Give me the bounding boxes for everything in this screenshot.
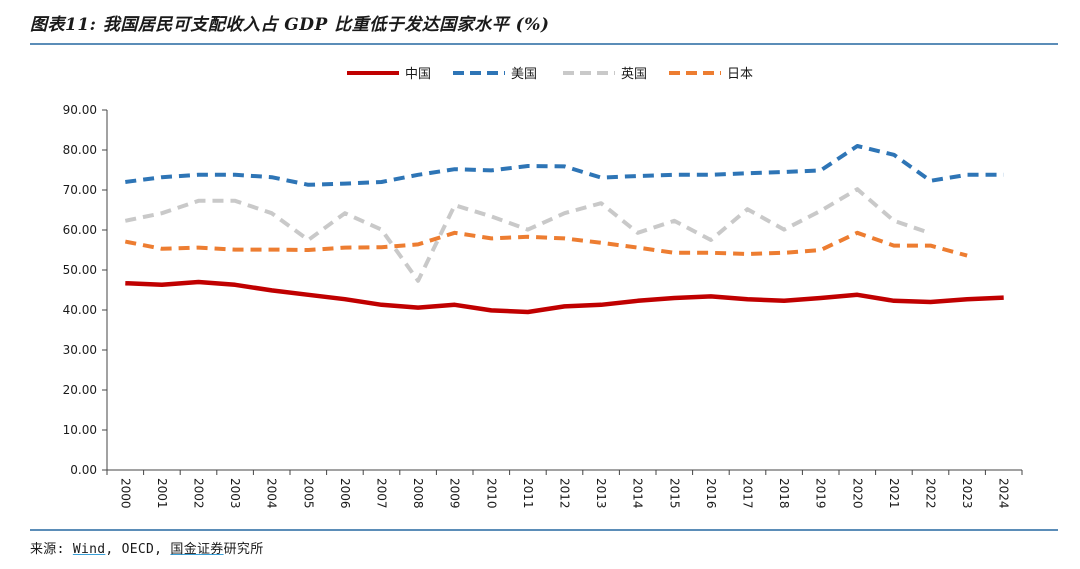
source-prefix: 来源: <box>30 542 73 557</box>
series-line-2 <box>124 187 932 283</box>
legend-label-3: 日本 <box>727 67 753 82</box>
series-line-1 <box>125 144 1004 187</box>
y-tick-label: 20.00 <box>63 383 97 397</box>
title-divider <box>30 43 1058 45</box>
x-tick-label: 2016 <box>704 478 718 509</box>
x-tick-label: 2004 <box>265 478 279 509</box>
y-tick-label: 90.00 <box>63 103 97 117</box>
x-tick-label: 2010 <box>484 478 498 509</box>
x-tick-label: 2008 <box>411 478 425 509</box>
x-tick-label: 2015 <box>667 478 681 509</box>
x-tick-label: 2000 <box>118 478 132 509</box>
x-tick-label: 2023 <box>960 478 974 509</box>
source-suffix: 研究所 <box>223 542 264 557</box>
legend-label-2: 英国 <box>621 67 647 82</box>
chart-axes: 0.00 10.00 20.00 30.00 40.00 50.00 60.00 70.00 8… <box>63 103 1023 509</box>
x-tick-label: 2017 <box>741 478 755 509</box>
series-line-3 <box>124 230 968 258</box>
x-tick-label: 2024 <box>997 478 1011 509</box>
x-tick-label: 2005 <box>301 478 315 509</box>
legend-label-1: 美国 <box>511 67 537 82</box>
y-tick-label: 50.00 <box>63 263 97 277</box>
x-tick-label: 2012 <box>558 478 572 509</box>
x-tick-label: 2003 <box>228 478 242 509</box>
x-tick-label: 2019 <box>814 478 828 509</box>
x-tick-label: 2020 <box>850 478 864 509</box>
chart-plot-area <box>124 144 1004 315</box>
x-tick-label: 2021 <box>887 478 901 509</box>
source-middle: , OECD, <box>105 542 171 557</box>
source-note: 来源: Wind, OECD, 国金证券研究所 <box>30 538 264 557</box>
line-chart: 中国 美国 英国 日本 0.00 10.00 20.00 30.00 40.00 50.00 60… <box>63 67 1023 509</box>
y-tick-label: 40.00 <box>63 303 97 317</box>
x-tick-label: 2013 <box>594 478 608 509</box>
x-tick-label: 2001 <box>155 478 169 509</box>
y-tick-label: 30.00 <box>63 343 97 357</box>
source-org: 国金证券 <box>170 542 224 557</box>
x-tick-label: 2011 <box>521 478 535 509</box>
x-tick-label: 2014 <box>631 478 645 509</box>
chart-legend: 中国 美国 英国 日本 <box>347 67 753 82</box>
x-tick-label: 2002 <box>192 478 206 509</box>
x-tick-label: 2006 <box>338 478 352 509</box>
x-tick-label: 2009 <box>448 478 462 509</box>
source-wind: Wind <box>72 542 106 557</box>
x-tick-label: 2022 <box>924 478 938 509</box>
series-line-0 <box>125 279 1004 315</box>
y-tick-label: 0.00 <box>70 463 97 477</box>
x-tick-label: 2007 <box>375 478 389 509</box>
page-title: 图表11: 我国居民可支配收入占 GDP 比重低于发达国家水平 (%) <box>30 15 550 35</box>
footer-divider <box>30 529 1058 531</box>
y-tick-label: 10.00 <box>63 423 97 437</box>
legend-label-0: 中国 <box>405 67 431 82</box>
y-tick-label: 70.00 <box>63 183 97 197</box>
y-tick-label: 60.00 <box>63 223 97 237</box>
x-tick-label: 2018 <box>777 478 791 509</box>
y-tick-label: 80.00 <box>63 143 97 157</box>
